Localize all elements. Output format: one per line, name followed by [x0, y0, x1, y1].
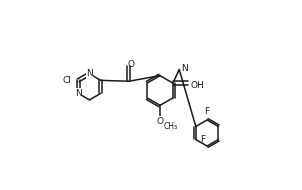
Text: O: O — [127, 60, 134, 69]
Text: N: N — [75, 89, 82, 98]
Text: OH: OH — [191, 81, 204, 90]
Text: F: F — [204, 107, 210, 116]
Text: F: F — [200, 135, 205, 144]
Text: N: N — [86, 69, 93, 78]
Text: CH₃: CH₃ — [164, 122, 178, 131]
Text: Cl: Cl — [62, 76, 71, 85]
Text: O: O — [156, 116, 164, 126]
Text: N: N — [181, 63, 188, 73]
